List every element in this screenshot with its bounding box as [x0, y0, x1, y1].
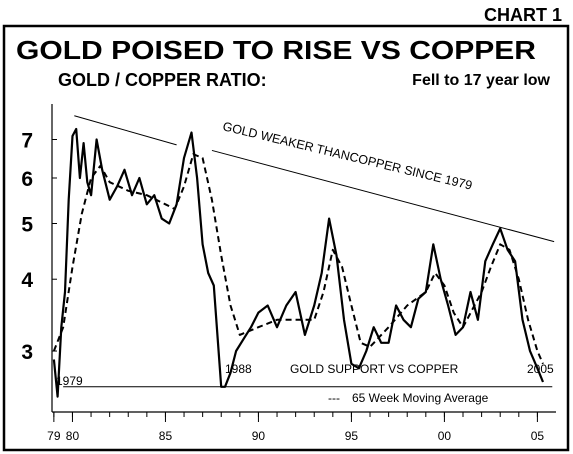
y-tick-label: 4 [21, 269, 33, 292]
start-year-annotation: 1979 [56, 374, 83, 388]
x-tick-label: 95 [345, 429, 359, 443]
trendline-short-downtrend [74, 115, 177, 146]
x-tick-label: 80 [66, 429, 80, 443]
y-tick-label: 5 [21, 214, 33, 237]
y-tick-label: 7 [21, 130, 33, 153]
y-tick-label: 3 [21, 341, 33, 364]
legend-dash-symbol: --- [328, 391, 340, 405]
downtrend-annotation: GOLD WEAKER THANCOPPER SINCE 1979 [221, 119, 473, 192]
x-tick-label: 90 [252, 429, 266, 443]
mid-year-annotation: 1988 [225, 362, 252, 376]
chart-subtitle-left: GOLD / COPPER RATIO: [58, 70, 267, 90]
series-layer [52, 127, 545, 398]
chart-number-label: CHART 1 [484, 5, 562, 25]
x-tick-label: 85 [159, 429, 173, 443]
chart-frame [2, 24, 570, 452]
moving-average-line [52, 153, 544, 365]
legend-label: 65 Week Moving Average [352, 391, 489, 405]
axes: 3 4 5 6 7 79 80 85 90 95 00 05 [21, 104, 556, 443]
support-annotation: GOLD SUPPORT VS COPPER [290, 362, 459, 376]
y-tick-label: 6 [21, 168, 33, 191]
trendlines [63, 115, 555, 388]
x-tick-label: 00 [438, 429, 452, 443]
chart-subtitle-right: Fell to 17 year low [412, 72, 550, 89]
end-year-annotation: 2005 [527, 362, 554, 376]
chart-title: GOLD POISED TO RISE VS COPPER [16, 35, 536, 65]
x-tick-label: 05 [531, 429, 545, 443]
trendline-long-downtrend [211, 149, 555, 243]
x-tick-label: 79 [47, 429, 61, 443]
ratio-line [52, 127, 545, 398]
